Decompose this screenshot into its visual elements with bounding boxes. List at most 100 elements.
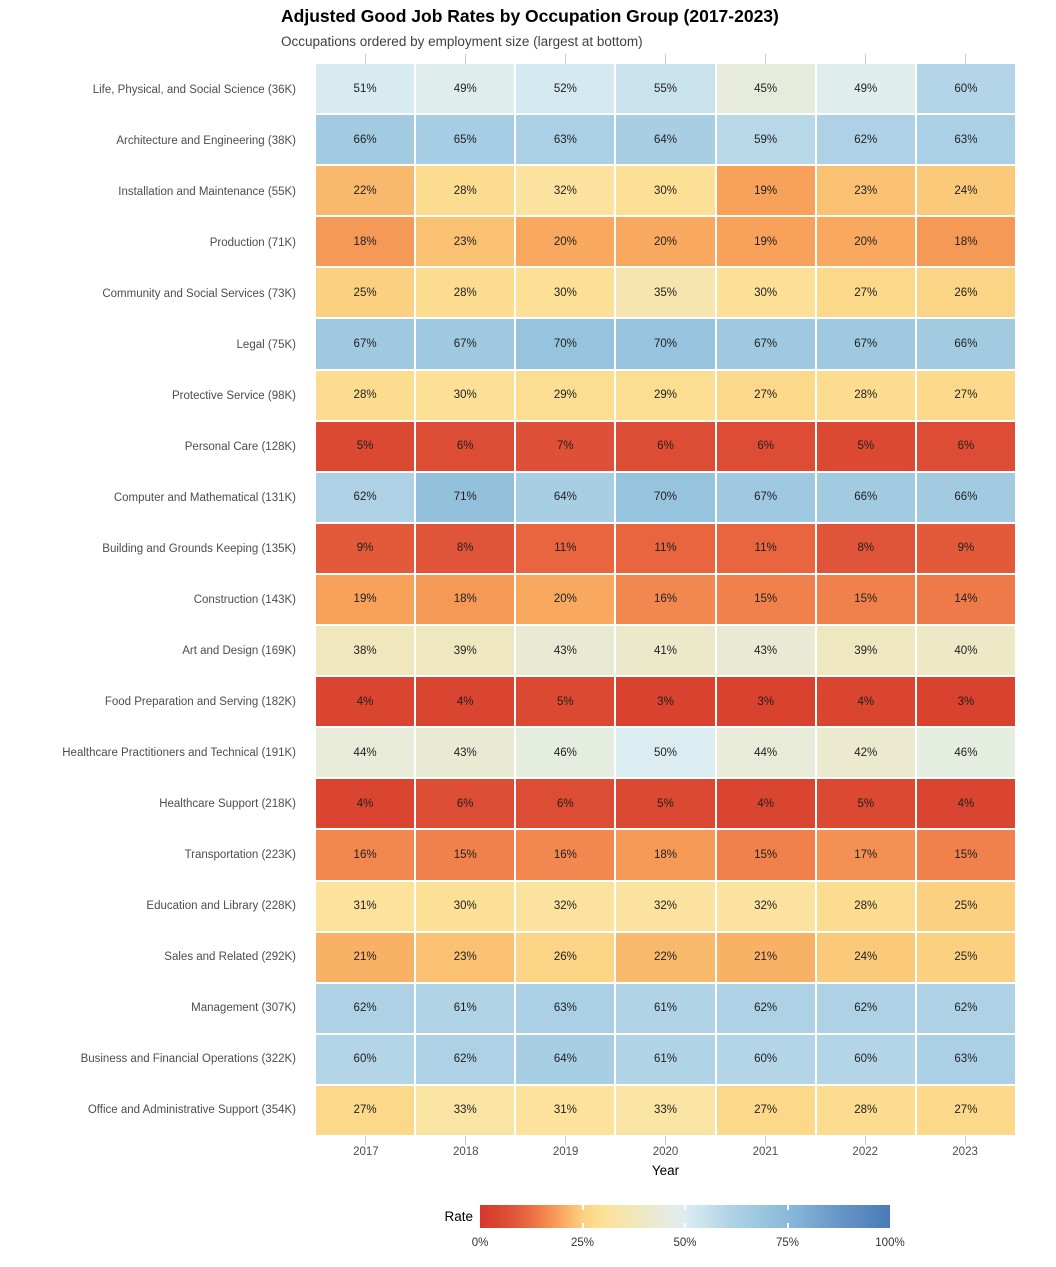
heatmap-cell: 64% xyxy=(516,1034,615,1084)
tick-mark xyxy=(565,1136,567,1145)
heatmap-cell: 24% xyxy=(816,932,915,982)
heatmap-cell: 39% xyxy=(416,626,515,676)
x-tick-label: 2023 xyxy=(952,1146,978,1158)
heatmap-cell: 19% xyxy=(316,574,415,625)
heatmap-cell: 62% xyxy=(816,983,915,1033)
x-axis-title: Year xyxy=(651,1163,680,1178)
heatmap-cell: 62% xyxy=(816,115,915,165)
heatmap-cell: 27% xyxy=(916,1085,1015,1135)
heatmap-cell: 45% xyxy=(716,64,815,114)
heatmap-cell: 15% xyxy=(716,574,815,625)
tick-slot xyxy=(715,54,815,64)
heatmap-cell: 30% xyxy=(416,881,515,931)
heatmap-cell: 50% xyxy=(616,728,715,778)
chart-title: Adjusted Good Job Rates by Occupation Gr… xyxy=(281,6,779,26)
heatmap-cell: 49% xyxy=(816,64,915,114)
tick-mark xyxy=(365,54,367,64)
heatmap-cell: 4% xyxy=(716,779,815,829)
heatmap-cell: 66% xyxy=(916,472,1015,522)
x-tick-label: 2022 xyxy=(852,1146,879,1158)
heatmap-cell: 30% xyxy=(716,268,815,318)
heatmap-cell: 30% xyxy=(516,268,615,318)
heatmap-cell: 31% xyxy=(516,1085,615,1135)
heatmap-cell: 26% xyxy=(516,932,615,982)
tick-mark xyxy=(964,1136,966,1145)
heatmap-cell: 9% xyxy=(316,523,415,573)
tick-mark xyxy=(864,1136,866,1145)
heatmap-cell: 44% xyxy=(316,728,415,778)
tick-slot xyxy=(616,1136,716,1145)
heatmap-cell: 63% xyxy=(916,1034,1015,1084)
heatmap-cell: 18% xyxy=(416,574,515,625)
heatmap-cell: 24% xyxy=(916,166,1015,216)
heatmap-cell: 18% xyxy=(616,830,715,880)
row-label: Healthcare Support (218K) xyxy=(159,797,296,810)
heatmap-cell: 18% xyxy=(316,217,415,267)
tick-mark xyxy=(665,54,666,64)
heatmap-cell: 4% xyxy=(316,677,415,727)
tick-slot xyxy=(915,54,1015,64)
heatmap-cell: 16% xyxy=(616,574,715,625)
row-label: Healthcare Practitioners and Technical (… xyxy=(62,746,296,759)
heatmap-cell: 25% xyxy=(316,268,415,318)
heatmap-cell: 33% xyxy=(616,1085,715,1135)
row-label: Business and Financial Operations (322K) xyxy=(80,1052,296,1065)
heatmap-cell: 25% xyxy=(916,932,1015,982)
tick-slot xyxy=(416,54,516,64)
y-axis-labels: Life, Physical, and Social Science (36K)… xyxy=(0,64,306,1135)
tick-slot xyxy=(316,1136,416,1145)
heatmap-cell: 38% xyxy=(316,626,415,676)
heatmap-cell: 9% xyxy=(916,523,1015,573)
heatmap-cell: 39% xyxy=(816,626,915,676)
heatmap-cell: 70% xyxy=(516,319,615,369)
tick-slot xyxy=(516,1136,616,1145)
row-label: Management (307K) xyxy=(191,1001,296,1014)
x-axis-tick-labels: 2017 2018 2019 2020 2021 2022 2023 xyxy=(316,1146,1015,1158)
heatmap-cell: 42% xyxy=(816,728,915,778)
row-label: Building and Grounds Keeping (135K) xyxy=(102,542,296,555)
heatmap-cell: 7% xyxy=(516,421,615,471)
heatmap-cell: 32% xyxy=(616,881,715,931)
heatmap-cell: 16% xyxy=(316,830,415,880)
tick-slot xyxy=(815,1136,915,1145)
legend-tick-label: 50% xyxy=(673,1237,697,1249)
heatmap-cell: 33% xyxy=(416,1085,515,1135)
x-tick-label: 2018 xyxy=(452,1146,479,1158)
legend-tick-label: 75% xyxy=(775,1237,800,1249)
tick-slot xyxy=(616,54,716,64)
heatmap-cell: 4% xyxy=(416,677,515,727)
heatmap-cell: 11% xyxy=(716,523,815,573)
tick-slot xyxy=(316,54,416,64)
heatmap-cell: 3% xyxy=(916,677,1015,727)
heatmap-cell: 27% xyxy=(716,1085,815,1135)
legend-gradient-bar xyxy=(480,1205,890,1228)
heatmap-cell: 62% xyxy=(316,472,415,522)
chart-subtitle: Occupations ordered by employment size (… xyxy=(281,34,643,49)
heatmap-cell: 20% xyxy=(516,217,615,267)
heatmap-cell: 32% xyxy=(716,881,815,931)
row-label: Protective Service (98K) xyxy=(172,389,296,402)
heatmap-cell: 27% xyxy=(816,268,915,318)
heatmap-cell: 60% xyxy=(816,1034,915,1084)
heatmap-cell: 29% xyxy=(616,370,715,420)
heatmap-cell: 5% xyxy=(816,779,915,829)
heatmap-cell: 63% xyxy=(916,115,1015,165)
x-tick-label: 2021 xyxy=(752,1146,779,1158)
row-label: Art and Design (169K) xyxy=(182,644,296,657)
heatmap-cell: 15% xyxy=(916,830,1015,880)
heatmap-cell: 52% xyxy=(516,64,615,114)
tick-mark xyxy=(764,1136,766,1145)
tick-mark xyxy=(565,54,567,64)
heatmap-cell: 27% xyxy=(316,1085,415,1135)
heatmap-cell: 40% xyxy=(916,626,1015,676)
heatmap-cell: 59% xyxy=(716,115,815,165)
heatmap-cell: 35% xyxy=(616,268,715,318)
heatmap-cell: 6% xyxy=(616,421,715,471)
heatmap-cell: 8% xyxy=(816,523,915,573)
row-label: Computer and Mathematical (131K) xyxy=(113,491,296,504)
row-label: Construction (143K) xyxy=(193,593,296,606)
heatmap-cell: 65% xyxy=(416,115,515,165)
x-tick-label: 2020 xyxy=(652,1146,679,1158)
heatmap-cell: 6% xyxy=(916,421,1015,471)
heatmap-cell: 63% xyxy=(516,983,615,1033)
